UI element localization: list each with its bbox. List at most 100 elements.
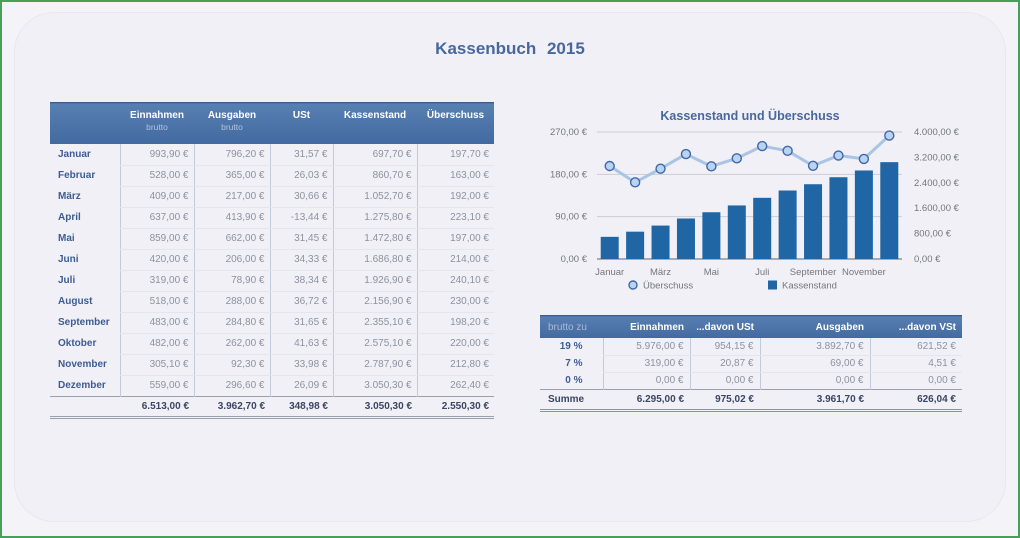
cell[interactable]: 637,00 € xyxy=(119,207,194,229)
cell[interactable]: 262,00 € xyxy=(193,333,270,355)
cell[interactable]: 5.976,00 € xyxy=(602,338,690,356)
total-cell[interactable]: 3.962,70 € xyxy=(194,395,270,419)
month-cell[interactable]: Juli xyxy=(58,275,76,286)
cell[interactable]: 214,00 € xyxy=(416,249,494,271)
vat-rate-cell[interactable]: 7 % xyxy=(565,358,583,369)
cell[interactable]: 482,00 € xyxy=(119,333,194,355)
cell[interactable]: 1.472,80 € xyxy=(332,228,417,250)
cell[interactable]: 262,40 € xyxy=(416,375,494,396)
cell[interactable]: 4,51 € xyxy=(869,355,962,373)
cell[interactable]: 284,80 € xyxy=(193,312,270,334)
cell[interactable]: 796,20 € xyxy=(193,144,270,166)
month-cell[interactable]: Februar xyxy=(58,170,96,181)
cell[interactable]: 319,00 € xyxy=(119,270,194,292)
cell[interactable]: 409,00 € xyxy=(119,186,194,208)
cell[interactable]: 859,00 € xyxy=(119,228,194,250)
month-cell[interactable]: September xyxy=(58,317,110,328)
cell[interactable]: 69,00 € xyxy=(759,355,870,373)
cell[interactable]: 197,70 € xyxy=(416,144,494,166)
cell[interactable]: 954,15 € xyxy=(689,338,760,356)
cell[interactable]: 212,80 € xyxy=(416,354,494,376)
month-cell[interactable]: Januar xyxy=(58,149,91,160)
cell[interactable]: 483,00 € xyxy=(119,312,194,334)
cell[interactable]: 860,70 € xyxy=(332,165,417,187)
total-cell[interactable]: 626,04 € xyxy=(870,388,962,412)
cell[interactable]: 413,90 € xyxy=(193,207,270,229)
total-cell[interactable]: 3.961,70 € xyxy=(760,388,870,412)
cell[interactable]: 220,00 € xyxy=(416,333,494,355)
cell[interactable]: 1.275,80 € xyxy=(332,207,417,229)
cell[interactable]: 33,98 € xyxy=(269,354,333,376)
cell[interactable]: 26,09 € xyxy=(269,375,333,396)
cell[interactable]: 3.892,70 € xyxy=(759,338,870,356)
cell[interactable]: 288,00 € xyxy=(193,291,270,313)
cell[interactable]: 41,63 € xyxy=(269,333,333,355)
cell[interactable]: 296,60 € xyxy=(193,375,270,396)
month-cell[interactable]: Oktober xyxy=(58,338,97,349)
cell[interactable]: 217,00 € xyxy=(193,186,270,208)
month-cell[interactable]: Mai xyxy=(58,233,75,244)
total-cell[interactable]: 3.050,30 € xyxy=(333,395,417,419)
left-axis-tick-label: 180,00 € xyxy=(550,169,588,180)
cell[interactable]: 3.050,30 € xyxy=(332,375,417,396)
cell[interactable]: 0,00 € xyxy=(869,372,962,389)
cell[interactable]: -13,44 € xyxy=(269,207,333,229)
cell[interactable]: 206,00 € xyxy=(193,249,270,271)
cell[interactable]: 305,10 € xyxy=(119,354,194,376)
month-cell[interactable]: August xyxy=(58,296,93,307)
cell[interactable]: 31,65 € xyxy=(269,312,333,334)
cell[interactable]: 192,00 € xyxy=(416,186,494,208)
cell[interactable]: 528,00 € xyxy=(119,165,194,187)
cell[interactable]: 0,00 € xyxy=(602,372,690,389)
month-cell[interactable]: Juni xyxy=(58,254,79,265)
cell[interactable]: 230,00 € xyxy=(416,291,494,313)
cell[interactable]: 2.787,90 € xyxy=(332,354,417,376)
cell[interactable]: 20,87 € xyxy=(689,355,760,373)
cell[interactable]: 34,33 € xyxy=(269,249,333,271)
vat-rate-cell[interactable]: 19 % xyxy=(559,341,583,352)
total-cell[interactable]: 6.295,00 € xyxy=(603,388,690,412)
cell[interactable]: 319,00 € xyxy=(602,355,690,373)
cell[interactable]: 993,90 € xyxy=(119,144,194,166)
cell[interactable]: 2.575,10 € xyxy=(332,333,417,355)
cell[interactable]: 197,00 € xyxy=(416,228,494,250)
vat-rate-cell[interactable]: 0 % xyxy=(565,374,583,386)
cell[interactable]: 1.926,90 € xyxy=(332,270,417,292)
cell[interactable]: 559,00 € xyxy=(119,375,194,396)
cell[interactable]: 198,20 € xyxy=(416,312,494,334)
cell[interactable]: 31,57 € xyxy=(269,144,333,166)
cell[interactable]: 420,00 € xyxy=(119,249,194,271)
total-cell[interactable]: 2.550,30 € xyxy=(417,395,494,419)
total-cell[interactable]: 6.513,00 € xyxy=(120,395,194,419)
cell[interactable]: 163,00 € xyxy=(416,165,494,187)
month-cell[interactable]: Dezember xyxy=(58,379,106,391)
cell[interactable]: 518,00 € xyxy=(119,291,194,313)
cell[interactable]: 30,66 € xyxy=(269,186,333,208)
cell[interactable]: 31,45 € xyxy=(269,228,333,250)
cell[interactable]: 697,70 € xyxy=(332,144,417,166)
cell[interactable]: 365,00 € xyxy=(193,165,270,187)
cell[interactable]: 0,00 € xyxy=(759,372,870,389)
month-cell[interactable]: November xyxy=(58,359,107,370)
total-cell[interactable]: 975,02 € xyxy=(690,388,760,412)
month-cell[interactable]: April xyxy=(58,212,81,223)
cell[interactable]: 36,72 € xyxy=(269,291,333,313)
cell[interactable]: 223,10 € xyxy=(416,207,494,229)
cell[interactable]: 662,00 € xyxy=(193,228,270,250)
cell[interactable]: 621,52 € xyxy=(869,338,962,356)
cell[interactable]: 78,90 € xyxy=(193,270,270,292)
cell[interactable]: 26,03 € xyxy=(269,165,333,187)
cell[interactable]: 1.686,80 € xyxy=(332,249,417,271)
total-cell[interactable]: 348,98 € xyxy=(270,395,333,419)
cell[interactable]: 38,34 € xyxy=(269,270,333,292)
summe-label[interactable]: Summe xyxy=(540,388,603,412)
summary-header-einnahmen: Einnahmen xyxy=(603,315,690,338)
cell[interactable]: 92,30 € xyxy=(193,354,270,376)
cell[interactable]: 2.156,90 € xyxy=(332,291,417,313)
month-cell[interactable]: März xyxy=(58,191,81,202)
cell[interactable]: 1.052,70 € xyxy=(332,186,417,208)
cell[interactable]: 0,00 € xyxy=(689,372,760,389)
cell[interactable]: 240,10 € xyxy=(416,270,494,292)
cell[interactable]: 2.355,10 € xyxy=(332,312,417,334)
